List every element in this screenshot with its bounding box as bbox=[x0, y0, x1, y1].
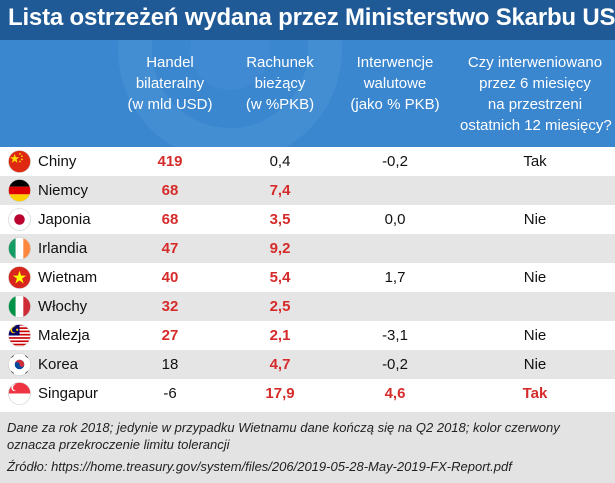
korea-flag-icon bbox=[8, 353, 31, 376]
germany-flag-icon bbox=[8, 179, 31, 202]
header-intervened-line: na przestrzeni bbox=[487, 96, 583, 113]
table-row: Singapur -6 17,9 4,6 Tak bbox=[0, 379, 615, 408]
header-intervened: Czy interweniowano przez 6 miesięcy na p… bbox=[460, 52, 612, 136]
country-name: Irlandia bbox=[38, 240, 88, 257]
header-trade: Handel bilateralny (w mld USD) bbox=[120, 52, 220, 115]
vietnam-flag-icon bbox=[8, 266, 31, 289]
header-intervened-line: Czy interweniowano bbox=[467, 54, 603, 71]
current-account-value: 3,5 bbox=[269, 211, 291, 228]
header-intervened-line: ostatnich 12 miesięcy? bbox=[460, 117, 612, 134]
country-name: Chiny bbox=[38, 153, 77, 170]
table-row: Chiny 419 0,4 -0,2 Tak bbox=[0, 147, 615, 176]
japan-flag-icon bbox=[8, 208, 31, 231]
trade-value: 32 bbox=[161, 298, 179, 315]
intervened-value: Nie bbox=[523, 269, 547, 286]
singapore-flag-icon bbox=[8, 382, 31, 405]
header-trade-line: Handel bbox=[146, 54, 194, 71]
table-row: Malezja 27 2,1 -3,1 Nie bbox=[0, 321, 615, 350]
current-account-value: 0,4 bbox=[269, 153, 291, 170]
trade-value: 40 bbox=[161, 269, 179, 286]
trade-value: 68 bbox=[161, 211, 179, 228]
table-row: Irlandia 47 9,2 bbox=[0, 234, 615, 263]
table-row: Niemcy 68 7,4 bbox=[0, 176, 615, 205]
header-interventions: Interwencje walutowe (jako % PKB) bbox=[340, 52, 450, 115]
current-account-value: 17,9 bbox=[265, 385, 295, 402]
intervention-value: 1,7 bbox=[384, 269, 406, 286]
header-current-line: Rachunek bbox=[246, 54, 314, 71]
table-row: Korea 18 4,7 -0,2 Nie bbox=[0, 350, 615, 379]
current-account-value: 2,1 bbox=[269, 327, 291, 344]
intervention-value: -0,2 bbox=[382, 153, 408, 170]
current-account-value: 7,4 bbox=[269, 182, 291, 199]
header-trade-line: (w mld USD) bbox=[127, 96, 213, 113]
country-name: Włochy bbox=[38, 298, 88, 315]
china-flag-icon bbox=[8, 150, 31, 173]
table-row: Japonia 68 3,5 0,0 Nie bbox=[0, 205, 615, 234]
page-title: Lista ostrzeżeń wydana przez Ministerstw… bbox=[8, 4, 615, 31]
source-note: Źródło: https://home.treasury.gov/system… bbox=[7, 459, 512, 474]
intervened-value: Nie bbox=[523, 211, 547, 228]
trade-value: 68 bbox=[161, 182, 179, 199]
intervened-value: Nie bbox=[523, 327, 547, 344]
trade-value: 27 bbox=[161, 327, 179, 344]
table-row: Włochy 32 2,5 bbox=[0, 292, 615, 321]
intervened-value: Nie bbox=[523, 356, 547, 373]
trade-value: 419 bbox=[157, 153, 183, 170]
ireland-flag-icon bbox=[8, 237, 31, 260]
header-interv-line: (jako % PKB) bbox=[350, 96, 440, 113]
current-account-value: 2,5 bbox=[269, 298, 291, 315]
country-name: Singapur bbox=[38, 385, 99, 402]
header-interv-line: Interwencje bbox=[356, 54, 434, 71]
watermark-decoration bbox=[118, 40, 342, 147]
intervened-value: Tak bbox=[523, 153, 547, 170]
header-trade-line: bilateralny bbox=[135, 75, 205, 92]
trade-value: 18 bbox=[161, 356, 179, 373]
current-account-value: 9,2 bbox=[269, 240, 291, 257]
header-current-line: (w %PKB) bbox=[245, 96, 315, 113]
current-account-value: 5,4 bbox=[269, 269, 291, 286]
trade-value: 47 bbox=[161, 240, 179, 257]
country-name: Korea bbox=[38, 356, 79, 373]
intervened-value: Tak bbox=[522, 385, 548, 402]
country-name: Malezja bbox=[38, 327, 90, 344]
italy-flag-icon bbox=[8, 295, 31, 318]
table-row: Wietnam 40 5,4 1,7 Nie bbox=[0, 263, 615, 292]
intervention-value: 4,6 bbox=[384, 385, 406, 402]
intervention-value: 0,0 bbox=[384, 211, 406, 228]
intervention-value: -3,1 bbox=[382, 327, 408, 344]
table-header: Handel bilateralny (w mld USD) Rachunek … bbox=[0, 40, 615, 147]
header-intervened-line: przez 6 miesięcy bbox=[479, 75, 591, 92]
malaysia-flag-icon bbox=[8, 324, 31, 347]
current-account-value: 4,7 bbox=[269, 356, 291, 373]
header-current-line: bieżący bbox=[254, 75, 306, 92]
country-name: Japonia bbox=[38, 211, 91, 228]
trade-value: -6 bbox=[163, 385, 177, 402]
footnote: Dane za rok 2018; jedynie w przypadku Wi… bbox=[7, 420, 560, 452]
country-name: Niemcy bbox=[38, 182, 89, 199]
title-bar: Lista ostrzeżeń wydana przez Ministerstw… bbox=[0, 0, 615, 40]
header-current-account: Rachunek bieżący (w %PKB) bbox=[230, 52, 330, 115]
intervention-value: -0,2 bbox=[382, 356, 408, 373]
country-name: Wietnam bbox=[38, 269, 98, 286]
header-interv-line: walutowe bbox=[363, 75, 427, 92]
footer: Dane za rok 2018; jedynie w przypadku Wi… bbox=[0, 412, 615, 483]
